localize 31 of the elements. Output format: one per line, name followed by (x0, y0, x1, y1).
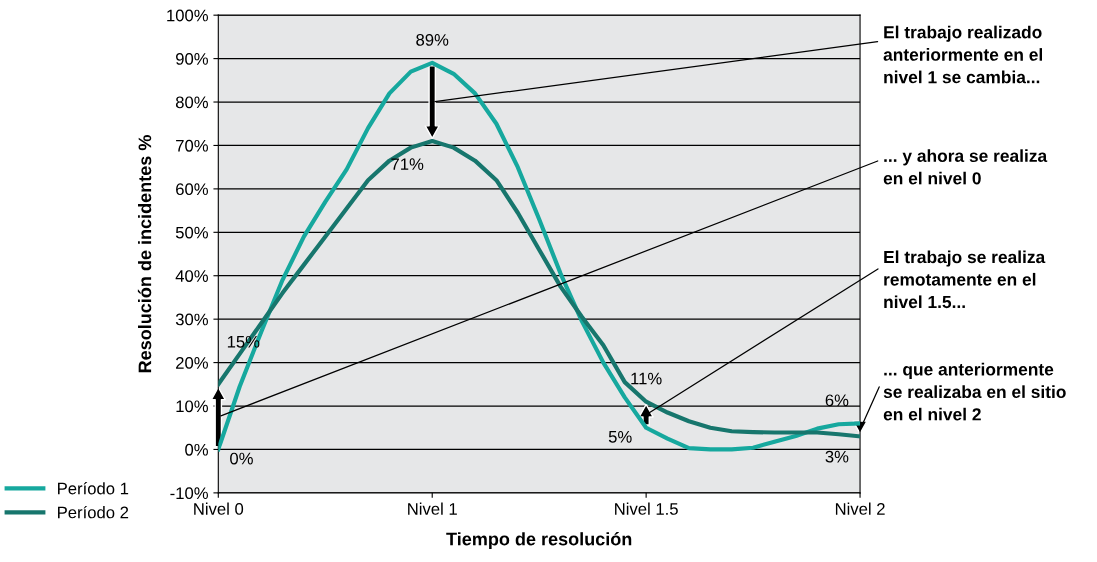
x-tick-label: Nivel 1.5 (615, 502, 678, 515)
y-tick-label: 20% (176, 356, 208, 369)
x-tick-label: Nivel 0 (194, 502, 244, 515)
annotation: 11% (631, 372, 662, 385)
annotation: 3% (825, 450, 849, 463)
annotation: 6% (825, 394, 849, 407)
legend-label: Período 1 (58, 482, 129, 495)
y-tick-label: 60% (176, 183, 208, 196)
y-tick-label: 90% (176, 53, 208, 65)
y-tick-label: -10% (170, 487, 208, 500)
x-tick-label: Nivel 2 (835, 502, 885, 515)
y-axis-title: Resolución de incidentes % (137, 135, 152, 373)
annotation: 89% (416, 33, 449, 46)
x-tick-label: Nivel 1 (408, 502, 457, 515)
y-tick-label: 40% (175, 270, 208, 282)
annotation: 71% (391, 158, 424, 170)
y-tick-label: 0% (185, 443, 208, 456)
y-tick-label: 50% (175, 226, 208, 239)
y-tick-label: 30% (175, 313, 208, 326)
y-tick-label: 10% (176, 400, 208, 413)
text: ... que anteriormente se realizaba en el sitio en el nivel 2 (883, 362, 1066, 421)
annotation: 0% (230, 452, 253, 465)
text: El trabajo se realiza remotamente en el nivel 1.5... (884, 250, 1046, 309)
legend-label: Período 2 (58, 505, 129, 519)
annotation: 5% (608, 431, 632, 443)
y-tick-label: 100% (167, 9, 208, 22)
text: El trabajo realizado anteriormente en el nivel 1 se cambia... (883, 25, 1043, 84)
y-tick-label: 70% (176, 139, 208, 152)
text: ... y ahora se realiza en el nivel 0 (883, 149, 1048, 185)
y-tick-label: 80% (175, 96, 208, 109)
x-axis-title: Tiempo de resolución (446, 532, 632, 550)
